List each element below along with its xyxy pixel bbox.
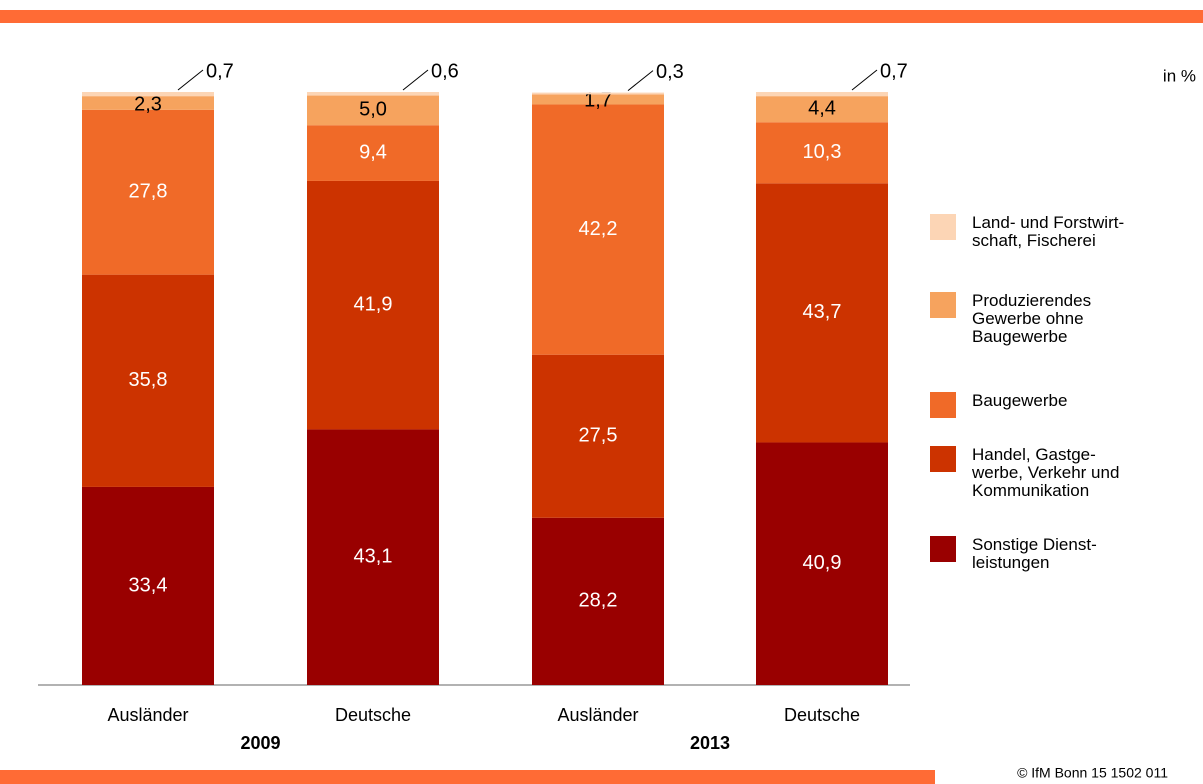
value-label: 35,8 xyxy=(129,369,168,391)
legend-text: Land- und Forstwirt- schaft, Fischerei xyxy=(972,213,1125,250)
value-label: 4,4 xyxy=(808,97,836,119)
leader-line xyxy=(177,69,204,91)
bar-segment xyxy=(532,354,664,518)
x-tick-label: Ausländer xyxy=(557,705,638,725)
bar-segment xyxy=(307,125,439,181)
legend-text: Sonstige Dienst- leistungen xyxy=(972,535,1097,572)
group-label: 2013 xyxy=(690,733,730,753)
legend-text: Produzierendes Gewerbe ohne Baugewerbe xyxy=(972,291,1092,346)
leader-line xyxy=(627,70,654,91)
legend-item: Handel, Gastge- werbe, Verkehr und Kommu… xyxy=(930,446,1119,500)
value-label: 0,6 xyxy=(431,60,459,82)
legend-text: Baugewerbe xyxy=(972,391,1068,410)
value-label: 42,2 xyxy=(579,218,618,240)
value-label: 43,1 xyxy=(354,545,393,567)
bar-segment xyxy=(82,96,214,110)
legend-text: Handel, Gastge- werbe, Verkehr und Kommu… xyxy=(972,445,1120,500)
value-label: 1,7 xyxy=(584,90,612,112)
bar-segment xyxy=(532,92,664,95)
bar-segment xyxy=(82,109,214,275)
leader-line xyxy=(402,69,429,91)
legend-item: Sonstige Dienst- leistungen xyxy=(930,536,1097,572)
bar-segment xyxy=(82,486,214,685)
legend-item: Baugewerbe xyxy=(930,392,1067,418)
value-label: 40,9 xyxy=(803,552,842,574)
x-tick-label: Deutsche xyxy=(784,705,860,725)
legend-swatch xyxy=(930,292,956,318)
value-label: 41,9 xyxy=(354,293,393,315)
value-label: 43,7 xyxy=(803,301,842,323)
value-label: 5,0 xyxy=(359,99,387,121)
value-label: 0,7 xyxy=(206,60,234,82)
bar-segment xyxy=(307,95,439,126)
value-label: 9,4 xyxy=(359,141,387,163)
value-label: 27,8 xyxy=(129,180,168,202)
legend-swatch xyxy=(930,446,956,472)
legend-swatch xyxy=(930,536,956,562)
leader-line xyxy=(851,69,878,91)
bar-segment xyxy=(532,94,664,105)
group-label: 2009 xyxy=(240,733,280,753)
value-label: 2,3 xyxy=(134,93,162,115)
value-label: 0,3 xyxy=(656,61,684,83)
unit-label: in % xyxy=(1163,66,1196,85)
legend-item: Land- und Forstwirt- schaft, Fischerei xyxy=(930,214,1124,250)
bar-segment xyxy=(532,104,664,355)
bar-segment xyxy=(82,92,214,97)
x-tick-label: Ausländer xyxy=(107,705,188,725)
bar-segment xyxy=(756,96,888,123)
bar-segment xyxy=(307,92,439,96)
bar-segment xyxy=(756,122,888,184)
legend-item: Produzierendes Gewerbe ohne Baugewerbe xyxy=(930,292,1091,346)
bar-segment xyxy=(532,517,664,685)
value-label: 33,4 xyxy=(129,574,168,596)
value-label: 28,2 xyxy=(579,590,618,612)
bar-segment xyxy=(307,180,439,430)
value-label: 0,7 xyxy=(880,60,908,82)
top-band xyxy=(0,10,1203,23)
legend-swatch xyxy=(930,214,956,240)
bottom-band xyxy=(0,770,935,784)
x-tick-label: Deutsche xyxy=(335,705,411,725)
bar-segment xyxy=(756,183,888,443)
bar-segment xyxy=(756,92,888,97)
source: © IfM Bonn 15 1502 011 xyxy=(1017,765,1168,781)
bar-segment xyxy=(756,442,888,685)
bar-segment xyxy=(307,429,439,685)
legend-swatch xyxy=(930,392,956,418)
value-label: 27,5 xyxy=(579,425,618,447)
value-label: 10,3 xyxy=(803,141,842,163)
bar-segment xyxy=(82,274,214,487)
